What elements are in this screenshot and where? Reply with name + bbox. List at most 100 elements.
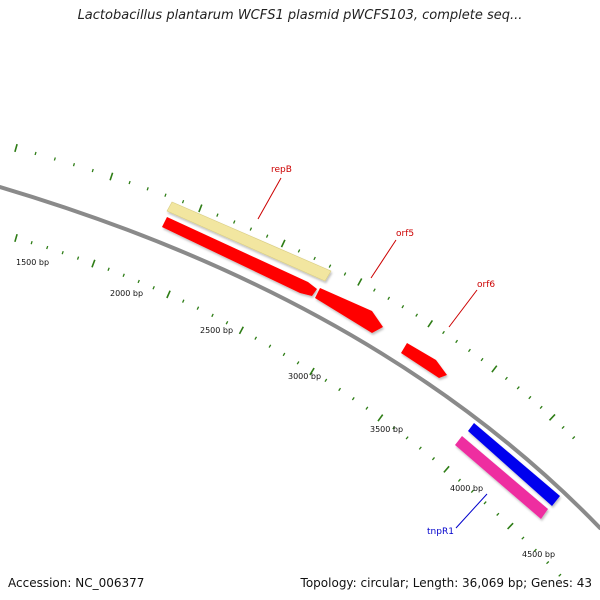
inner-tick — [338, 387, 342, 392]
plasmid-backbone — [0, 185, 600, 530]
outer-tick — [539, 405, 543, 410]
label-orf6: orf6 — [477, 280, 495, 290]
inner-tick — [30, 241, 33, 245]
outer-tick — [491, 365, 498, 373]
topology-summary: Topology: circular; Length: 36,069 bp; G… — [300, 576, 592, 590]
outer-tick — [280, 239, 286, 248]
outer-tick — [516, 386, 520, 390]
inner-tick — [507, 522, 514, 530]
outer-tick — [164, 193, 167, 197]
inner-tick — [418, 446, 422, 450]
inner-tick — [443, 465, 450, 473]
inner-tick — [254, 336, 258, 340]
outer-tick — [572, 436, 576, 440]
inner-tick — [182, 299, 185, 303]
inner-tick — [211, 313, 214, 318]
outer-tick — [198, 204, 203, 213]
outer-tick — [561, 425, 565, 430]
outer-tick — [373, 288, 376, 292]
gene-orf5[interactable] — [315, 288, 383, 333]
inner-tick — [122, 273, 125, 278]
inner-tick — [483, 501, 487, 505]
outer-tick — [528, 395, 532, 400]
outer-tick — [455, 339, 459, 344]
gene-tnpr1[interactable] — [455, 436, 548, 519]
inner-tick — [351, 397, 355, 401]
label-tnpr1: tnpR1 — [427, 527, 454, 537]
outer-tick — [109, 172, 114, 181]
outer-tick — [181, 199, 185, 204]
outer-tick — [128, 180, 131, 185]
inner-tick — [196, 306, 200, 310]
outer-tick — [233, 220, 236, 224]
outer-tick — [53, 157, 56, 161]
outer-tick — [72, 163, 76, 167]
outer-tick — [467, 348, 471, 353]
outer-tick — [14, 143, 18, 153]
inner-tick — [282, 352, 286, 357]
inner-tick — [76, 256, 80, 260]
gene-transposase-blue[interactable] — [468, 423, 560, 506]
outer-tick — [480, 357, 484, 362]
outer-tick — [401, 304, 405, 309]
gene-unlabeled-red[interactable] — [162, 217, 317, 296]
inner-tick — [61, 250, 64, 255]
inner-tick — [365, 406, 369, 410]
outer-tick — [328, 264, 332, 268]
plasmid-title: Lactobacillus plantarum WCFS1 plasmid pW… — [77, 8, 523, 23]
outer-tick — [313, 256, 316, 261]
scale-label-2500: 2500 bp — [200, 326, 233, 335]
inner-tick — [324, 378, 328, 383]
label-repb: repB — [271, 165, 292, 175]
outer-tick — [504, 376, 508, 381]
outer-tick — [357, 278, 363, 286]
outer-tick — [548, 413, 556, 421]
scale-label-1500: 1500 bp — [16, 258, 49, 267]
outer-tick — [91, 168, 94, 173]
scale-labels: 1500 bp 2000 bp 2500 bp 3000 bp 3500 bp … — [16, 258, 555, 559]
inner-tick — [238, 326, 245, 335]
outer-tick — [297, 249, 301, 253]
inner-tick — [392, 426, 396, 430]
outer-tick — [249, 227, 253, 231]
inner-tick — [431, 456, 435, 461]
inner-tick — [533, 548, 537, 552]
label-orf5: orf5 — [396, 229, 414, 239]
gene-repb[interactable] — [166, 201, 332, 282]
scale-label-4000: 4000 bp — [450, 484, 483, 493]
inner-tick — [14, 233, 18, 243]
tnpr1-leader — [455, 493, 488, 529]
inner-tick — [457, 478, 461, 482]
inner-tick — [137, 279, 140, 284]
gene-labels: repB orf5 orf6 tnpR1 — [257, 165, 495, 537]
inner-tick — [496, 512, 500, 516]
scale-label-3000: 3000 bp — [288, 372, 321, 381]
outer-tick — [343, 272, 347, 276]
scale-label-4500: 4500 bp — [522, 550, 555, 559]
inner-tick — [152, 286, 155, 290]
inner-tick — [521, 536, 525, 540]
outer-tick — [427, 319, 434, 328]
inner-tick — [166, 290, 171, 299]
inner-tick — [107, 267, 110, 272]
inner-tick — [91, 259, 96, 268]
inner-tick — [546, 561, 550, 565]
outer-tick — [146, 187, 149, 191]
orf5-leader — [370, 239, 397, 279]
outer-tick-ring — [14, 143, 576, 440]
outer-tick — [265, 234, 269, 238]
outer-tick — [442, 330, 445, 335]
inner-tick — [377, 414, 384, 422]
inner-tick — [470, 489, 474, 494]
gene-orf6[interactable] — [401, 343, 447, 378]
inner-tick — [405, 436, 409, 440]
scale-label-2000: 2000 bp — [110, 289, 143, 298]
inner-tick-ring — [14, 233, 562, 577]
inner-tick — [268, 344, 272, 348]
inner-tick — [296, 361, 300, 365]
repb-leader — [257, 177, 282, 220]
orf6-leader — [448, 289, 478, 328]
inner-tick — [309, 367, 315, 376]
outer-tick — [415, 313, 419, 317]
